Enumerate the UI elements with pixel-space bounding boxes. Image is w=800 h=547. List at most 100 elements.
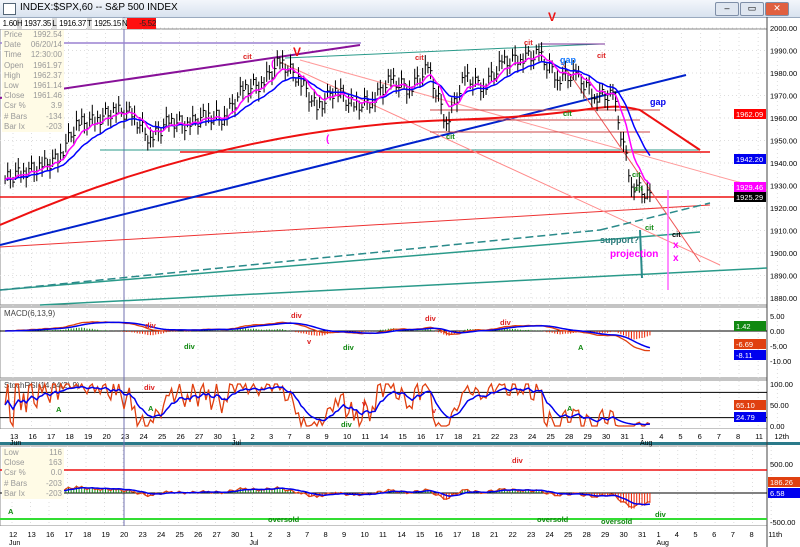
trendline	[0, 231, 701, 291]
chart-annotation: div	[144, 383, 156, 392]
x-tick-label: 11th	[768, 530, 782, 539]
x-tick-label: 31	[621, 432, 629, 441]
x-month-label: Jun	[10, 440, 21, 447]
x-tick-label: 16	[46, 530, 54, 539]
value-badge-text: 1925.29	[736, 193, 763, 202]
stochrsi-title: StochRSI(14,14(2),9)	[4, 381, 80, 390]
info-row: Bar Ix -203	[4, 122, 62, 132]
x-tick-label: 8	[324, 530, 328, 539]
info-value: 3.9	[50, 101, 62, 111]
support-dashed-line	[0, 229, 601, 291]
value-badge	[734, 350, 766, 360]
chart-annotation: v	[307, 337, 312, 346]
macd-signal-line	[5, 321, 651, 349]
value-badge-text: 186.26	[770, 478, 793, 487]
title-bar: INDEX:$SPX,60 -- S&P 500 INDEX – ▭ ✕	[0, 0, 800, 18]
x-tick-label: 9	[325, 432, 329, 441]
chart-annotation: A	[8, 507, 14, 516]
info-label: # Bars	[4, 111, 28, 121]
x-tick-label: 18	[66, 432, 74, 441]
x-tick-label: 29	[601, 530, 609, 539]
x-tick-label: 2	[268, 530, 272, 539]
high-label: H	[17, 18, 23, 29]
x-tick-label: 8	[750, 530, 754, 539]
bottom-info-box: Low 116 Close 163 Csr % 0.0 # Bars -203 Bar Ix -2…	[2, 448, 64, 500]
info-value: -203	[45, 121, 62, 131]
info-row: Csr % 3.9	[4, 101, 62, 111]
chart-annotation: v	[362, 399, 367, 408]
chart-annotation: cit	[524, 38, 533, 47]
chart-annotation: div	[291, 311, 303, 320]
x-month-label: Jul	[250, 540, 259, 547]
chart-annotation: x	[673, 253, 679, 264]
value-badge	[734, 182, 766, 192]
stochrsi-panel	[0, 379, 768, 430]
restore-button[interactable]: ▭	[740, 2, 764, 16]
x-tick-label: 30	[620, 530, 628, 539]
ma-long-line	[0, 105, 701, 226]
x-tick-label: 17	[65, 530, 73, 539]
x-tick-label: 28	[583, 530, 591, 539]
value-badge	[734, 321, 766, 331]
info-row: Price 1992.54	[4, 30, 62, 40]
minimize-button[interactable]: –	[715, 2, 739, 16]
x-tick-label: 24	[157, 530, 165, 539]
x-tick-label: 20	[103, 432, 111, 441]
price-tick-label: 1910.00	[770, 227, 797, 236]
info-value: -203	[45, 478, 62, 488]
x-tick-label: 14	[380, 432, 388, 441]
chart-annotation: gap	[560, 55, 577, 65]
value-badge-text: 6.58	[770, 489, 785, 498]
x-tick-label: 26	[194, 530, 202, 539]
x-tick-label: 29	[584, 432, 592, 441]
x-tick-label: 18	[472, 530, 480, 539]
info-value: 1961.46	[33, 91, 62, 101]
price-bars	[4, 42, 652, 204]
x-tick-label: 16	[29, 432, 37, 441]
chart-annotation: cit	[563, 109, 572, 118]
x-tick-label: 5	[678, 432, 682, 441]
info-label: Bar Ix	[4, 488, 25, 498]
x-tick-label: 7	[731, 530, 735, 539]
value-badge	[734, 400, 766, 410]
support-dashed-line	[599, 202, 711, 231]
info-value: 1961.97	[33, 60, 62, 70]
bottom-tick-label: -500.00	[770, 518, 795, 527]
chart-annotation: A	[56, 405, 62, 414]
slow-ma-line	[4, 60, 651, 181]
pane-separator	[0, 442, 800, 445]
x-tick-label: 16	[417, 432, 425, 441]
info-value: 06/20/14	[30, 40, 62, 50]
chart-annotation: (	[326, 134, 330, 145]
x-tick-label: 1	[232, 432, 236, 441]
value-badge-text: 1942.20	[736, 155, 763, 164]
info-row: Low 116	[4, 448, 62, 458]
value-badge-text: -6.69	[736, 340, 753, 349]
x-tick-label: 23	[139, 530, 147, 539]
price-tick-label: 1990.00	[770, 47, 797, 56]
chart-annotation: cit	[446, 132, 455, 141]
last-value: 1925.15	[92, 18, 121, 29]
x-tick-label: 22	[491, 432, 499, 441]
info-label: Low	[4, 448, 19, 457]
close-button[interactable]: ✕	[765, 2, 789, 16]
value-badge	[768, 477, 800, 487]
x-tick-label: 25	[564, 530, 572, 539]
low-value: 1916.37	[57, 18, 86, 29]
price-tick-label: 2000.00	[770, 24, 797, 33]
chart-annotation: A	[148, 404, 154, 413]
x-tick-label: 15	[416, 530, 424, 539]
x-tick-label: 11	[362, 432, 370, 441]
trendline	[299, 59, 768, 191]
x-tick-label: 27	[195, 432, 203, 441]
x-tick-label: 7	[305, 530, 309, 539]
value-badge	[734, 109, 766, 119]
x-tick-label: 27	[213, 530, 221, 539]
price-tick-label: 1890.00	[770, 272, 797, 281]
x-tick-label: 10	[343, 432, 351, 441]
info-row: # Bars -203	[4, 479, 62, 489]
main-panel	[0, 28, 768, 306]
info-label: Time	[4, 50, 22, 60]
